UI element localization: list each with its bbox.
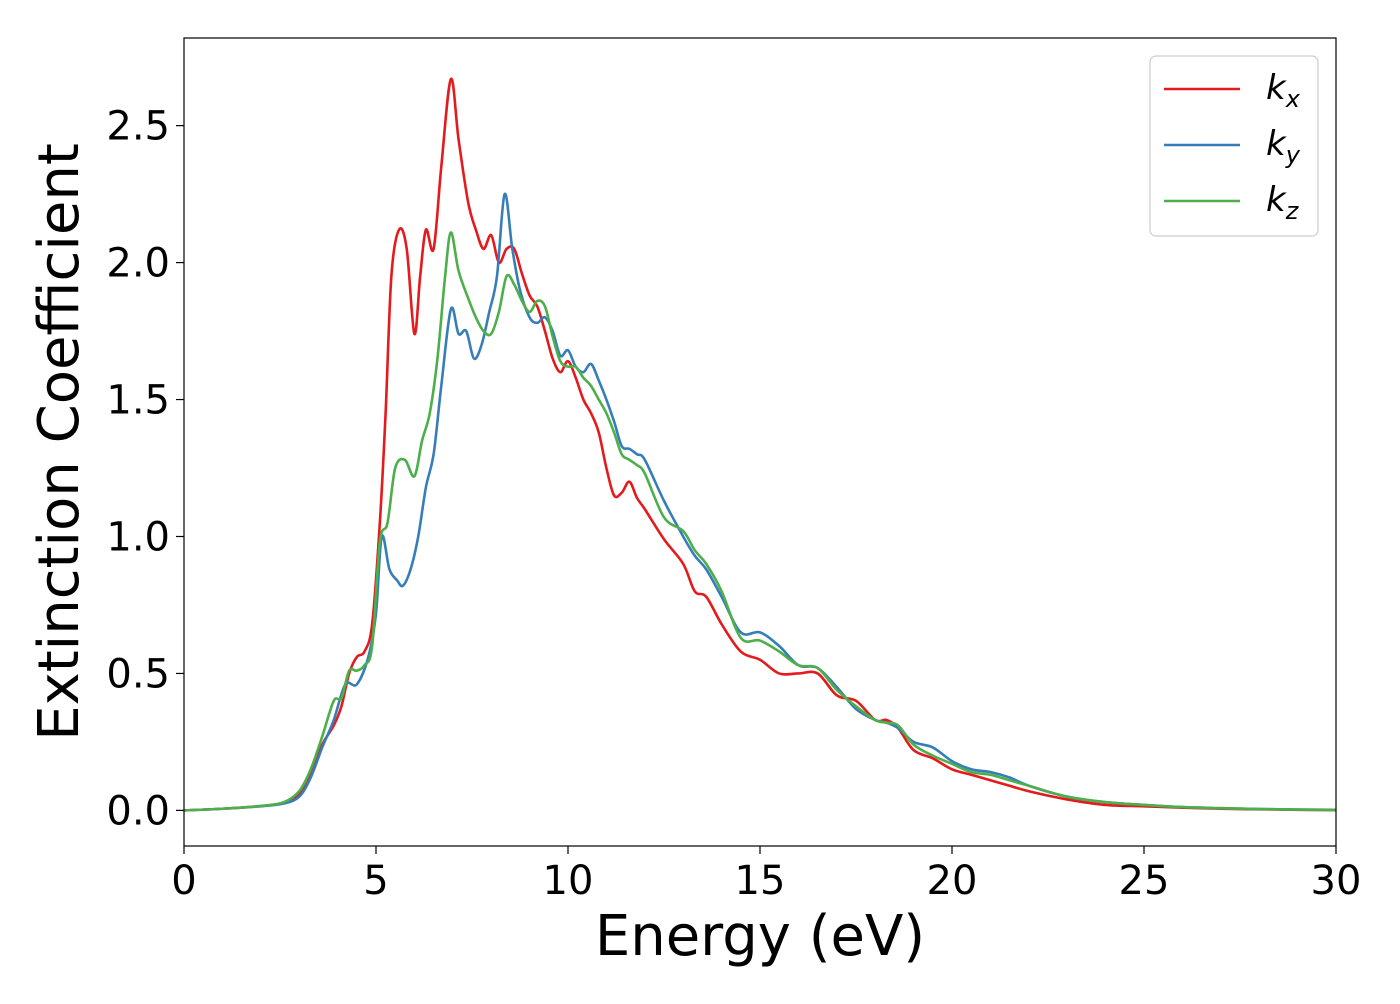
legend: kx ky kz	[1149, 55, 1319, 237]
legend-label-y: ky	[1266, 124, 1301, 169]
y-tick-label: 1.0	[106, 514, 170, 560]
x-tick-label: 15	[735, 858, 786, 904]
series-line-y	[183, 192, 1337, 812]
plot-lines	[183, 77, 1337, 812]
x-tick-label: 20	[927, 858, 978, 904]
x-axis-label: Energy (eV)	[595, 904, 925, 969]
series-line-x	[183, 77, 1337, 812]
legend-label-x: kx	[1266, 68, 1301, 113]
y-tick-label: 0.0	[106, 788, 170, 834]
y-axis-ticks: 0.0 0.5 1.0 1.5 2.0 2.5	[106, 104, 184, 834]
y-tick-label: 0.5	[106, 651, 170, 697]
y-axis-label: Extinction Coefficient	[27, 143, 92, 741]
x-tick-label: 0	[171, 858, 196, 904]
series-line-z	[183, 231, 1337, 812]
y-tick-label: 1.5	[106, 378, 170, 424]
legend-label-z: kz	[1266, 180, 1300, 225]
x-tick-label: 5	[363, 858, 388, 904]
y-tick-label: 2.0	[106, 241, 170, 287]
x-tick-label: 10	[543, 858, 594, 904]
x-axis-ticks: 0 5 10 15 20 25 30	[171, 846, 1361, 904]
x-tick-label: 25	[1119, 858, 1170, 904]
x-tick-label: 30	[1311, 858, 1362, 904]
y-tick-label: 2.5	[106, 104, 170, 150]
